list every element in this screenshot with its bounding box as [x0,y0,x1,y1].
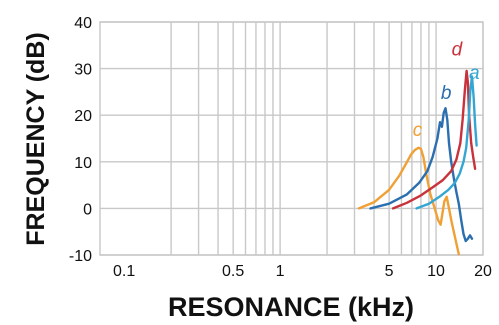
curve-label-c: c [413,120,423,141]
series-line-a [415,75,478,210]
curve-label-b: b [441,83,452,104]
curve-labels: cb da [413,40,480,142]
x-tick-label: 20 [474,263,492,280]
tick-labels: 40 30 20 10 0 -10 0.1 0.5 1 5 10 20 [69,15,492,280]
x-axis-title: RESONANCE (kHz) [168,292,414,322]
x-tick-label: 5 [385,263,394,280]
x-tick-label: 0.5 [222,263,244,280]
y-tick-label: 20 [74,108,92,125]
y-axis-title: FREQUENCY (dB) [22,32,50,245]
plot-area-background [100,22,483,255]
plot-frame [99,21,484,256]
curve-label-a: a [469,63,480,84]
series-line-c [357,146,460,256]
y-tick-label: 10 [74,155,92,172]
y-tick-label: 30 [74,62,92,79]
y-tick-label: 40 [74,15,92,32]
series-line-b [369,106,474,243]
x-tick-label: 1 [276,263,285,280]
curve-label-d: d [452,40,464,61]
x-tick-label: 0.1 [113,263,135,280]
series-line-d [391,69,477,210]
y-tick-label: -10 [69,248,92,265]
y-tick-label: 0 [83,201,92,218]
x-tick-label: 10 [427,263,445,280]
grid-lines [99,21,484,256]
series-lines [357,69,478,256]
